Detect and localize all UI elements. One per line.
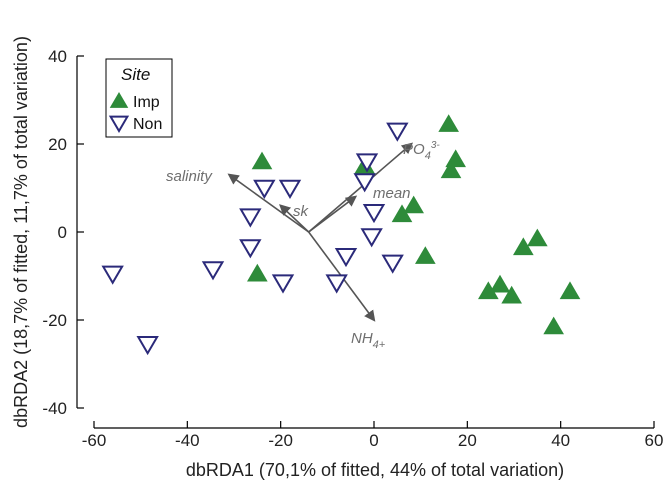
vector-label-mean: mean — [373, 185, 411, 202]
vector-arrows: salinity sk PO43- mean NH4+ — [166, 140, 440, 351]
x-axis-title: dbRDA1 (70,1% of fitted, 44% of total va… — [186, 460, 564, 480]
point-non — [353, 173, 376, 193]
point-imp — [440, 160, 462, 179]
point-non — [278, 179, 302, 199]
point-imp — [415, 246, 436, 264]
point-non — [271, 274, 295, 294]
y-tick-label: 40 — [48, 47, 67, 66]
x-tick-label: 60 — [645, 431, 664, 450]
point-non — [325, 274, 348, 294]
x-tick-label: -20 — [268, 431, 293, 450]
vector-label-PO4: PO43- — [403, 140, 440, 162]
point-imp — [559, 281, 581, 300]
point-imp — [391, 204, 413, 223]
point-non — [101, 265, 124, 285]
x-tick-label: 20 — [458, 431, 477, 450]
point-non — [136, 336, 159, 356]
y-tick-label: 20 — [48, 135, 67, 154]
legend-marker-non — [108, 115, 130, 133]
point-imp — [251, 151, 273, 170]
point-imp — [489, 274, 511, 293]
vector-arrow-sk — [279, 204, 310, 233]
point-non — [355, 153, 379, 173]
y-axis: -40 -20 0 20 40 — [42, 47, 84, 418]
vector-label-NH4: NH4+ — [351, 330, 386, 351]
point-imp — [513, 237, 534, 256]
point-non — [360, 228, 383, 248]
vector-label-salinity: salinity — [166, 168, 213, 185]
point-imp — [527, 228, 548, 247]
y-tick-label: -40 — [42, 399, 67, 418]
point-non — [386, 122, 409, 142]
y-tick-label: 0 — [58, 223, 67, 242]
legend: Site Imp Non — [105, 58, 173, 138]
legend-marker-imp — [109, 92, 129, 108]
vector-arrow-PO4 — [308, 142, 414, 233]
x-tick-label: 0 — [369, 431, 378, 450]
legend-label-imp: Imp — [133, 94, 160, 111]
point-imp — [501, 285, 522, 304]
point-non — [201, 261, 225, 281]
point-non — [381, 254, 404, 274]
point-non — [362, 204, 386, 224]
data-points — [101, 114, 581, 356]
vector-label-sk: sk — [293, 203, 310, 220]
legend-title: Site — [121, 65, 150, 84]
legend-entries: Imp Non — [108, 92, 162, 133]
point-non — [239, 208, 262, 228]
x-tick-label: -40 — [175, 431, 200, 450]
x-axis: -60 -40 -20 0 20 40 60 — [82, 421, 664, 450]
point-non — [253, 179, 276, 199]
x-tick-label: 40 — [551, 431, 570, 450]
y-tick-label: -20 — [42, 311, 67, 330]
x-tick-label: -60 — [82, 431, 107, 450]
y-axis-title: dbRDA2 (18,7% of fitted, 11,7% of total … — [11, 36, 31, 428]
vector-arrow-mean — [308, 195, 358, 233]
vector-arrow-salinity — [227, 173, 310, 233]
point-non — [334, 248, 358, 268]
legend-label-non: Non — [133, 116, 162, 133]
point-imp — [403, 195, 424, 214]
axes: -60 -40 -20 0 20 40 60 -40 -20 0 20 40 — [42, 47, 663, 450]
point-non — [239, 239, 262, 259]
point-imp — [247, 263, 268, 282]
point-imp — [438, 114, 459, 132]
point-imp — [543, 316, 564, 335]
